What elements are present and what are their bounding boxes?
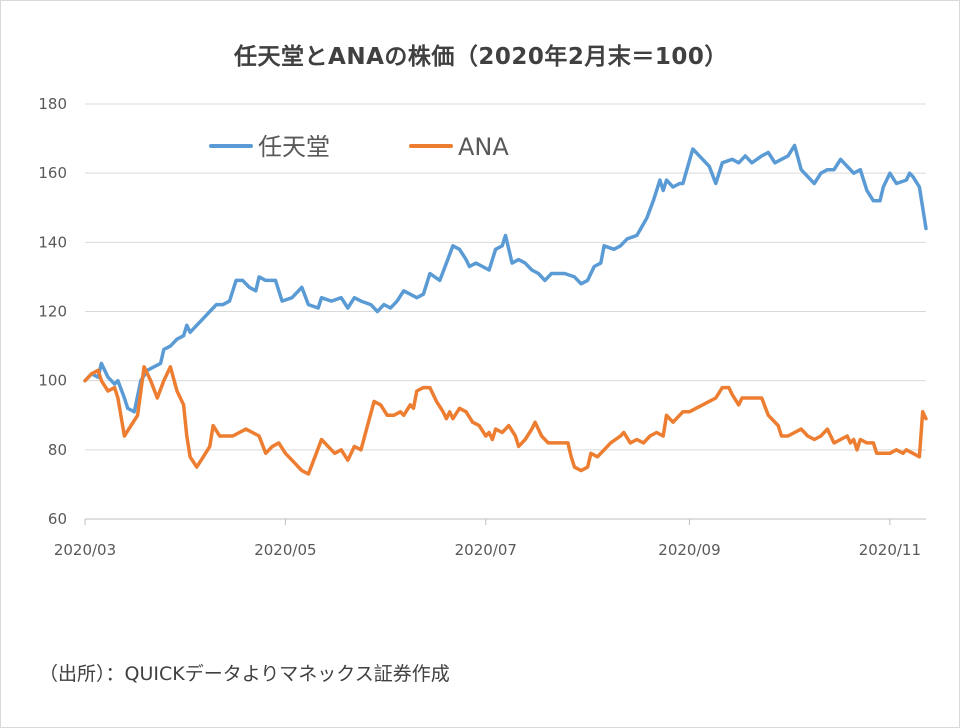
y-tick-label: 160	[38, 164, 67, 182]
y-tick-label: 120	[38, 303, 67, 321]
x-tick-label: 2020/07	[455, 541, 517, 559]
x-tick-label: 2020/11	[859, 541, 921, 559]
y-tick-label: 100	[38, 372, 67, 390]
x-tick-label: 2020/09	[658, 541, 720, 559]
y-tick-label: 60	[48, 510, 67, 528]
x-tick-label: 2020/05	[254, 541, 316, 559]
chart-title: 任天堂とANAの株価（2020年2月末＝100）	[234, 44, 728, 70]
y-tick-label: 80	[48, 441, 67, 459]
legend-label-ana: ANA	[458, 133, 509, 161]
y-tick-label: 180	[38, 95, 67, 113]
y-tick-label: 140	[38, 233, 67, 251]
x-tick-label: 2020/03	[54, 541, 116, 559]
x-axis-tick-labels: 2020/03 2020/05 2020/07 2020/09 2020/11	[54, 541, 921, 559]
series-line-nintendo	[83, 143, 928, 414]
series-lines	[83, 143, 928, 476]
source-note: （出所）：QUICKデータよりマネックス証券作成	[39, 663, 450, 685]
legend-label-nintendo: 任天堂	[258, 133, 330, 161]
series-line-ana	[83, 365, 928, 476]
x-axis	[84, 518, 926, 525]
y-axis-tick-labels: 60 80 100 120 140 160 180	[38, 95, 67, 528]
legend: 任天堂 ANA	[209, 133, 509, 161]
